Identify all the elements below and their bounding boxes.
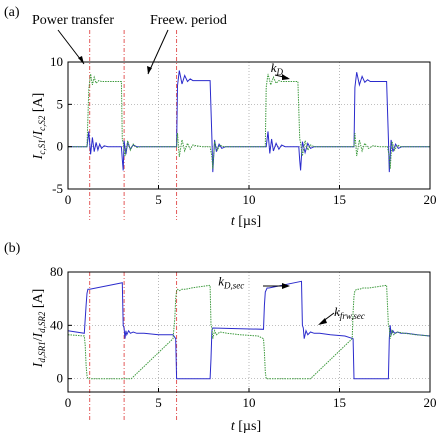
- x-tick-label: 5: [155, 192, 162, 207]
- x-tick-label: 20: [424, 192, 437, 207]
- y-tick-label: 0: [57, 371, 64, 386]
- mark-label-sub: frw,sec: [340, 311, 365, 321]
- series-line-0: [68, 70, 430, 173]
- y-tick-label: 10: [50, 54, 63, 69]
- mark-label-main: k: [271, 60, 277, 75]
- phase-markers-b: [89, 272, 178, 420]
- kd-arrowhead: [282, 74, 290, 80]
- mark-label-main: k: [334, 304, 340, 319]
- y-tick-label: 5: [57, 96, 64, 111]
- y-ticks-b: 0 40 80: [50, 264, 72, 386]
- mark-label: kD,sec: [218, 273, 244, 290]
- series-group-a: [68, 70, 430, 173]
- series-line-1: [68, 73, 430, 169]
- x-tick-label: 0: [65, 395, 72, 410]
- freewheel-arrowhead: [147, 66, 152, 74]
- grid-b: [68, 272, 430, 392]
- y-axis-label-a: Ic,S1/Ic,S2 [A]: [31, 93, 47, 161]
- panel-label-b: (b): [4, 241, 21, 256]
- freewheel-period-annotation: Freew. period: [150, 13, 227, 28]
- x-tick-label: 20: [424, 395, 437, 410]
- y-tick-label: 40: [50, 317, 63, 332]
- mark-label-sub: D: [276, 67, 284, 77]
- mark-label-main: k: [218, 273, 224, 288]
- y-tick-label: 0: [57, 139, 64, 154]
- panel-label-a: (a): [4, 5, 20, 20]
- kfrw-arrowhead: [318, 318, 327, 325]
- power-transfer-annotation: Power transfer: [32, 13, 114, 28]
- mark-label-sub: D,sec: [223, 280, 244, 290]
- series-line-0: [67, 280, 431, 380]
- series-line-1: [67, 284, 431, 380]
- phase-markers-a: [89, 30, 178, 220]
- y-tick-label: 80: [50, 264, 63, 279]
- x-ticks-a: 0 5 10 15 20: [65, 185, 437, 207]
- mark-label: kfrw,sec: [334, 304, 365, 321]
- x-tick-label: 15: [333, 395, 346, 410]
- kdsec-arrowhead: [282, 283, 290, 289]
- y-ticks-a: -5 0 5 10: [50, 54, 72, 196]
- mark-label: kD: [271, 60, 284, 77]
- x-tick-label: 10: [243, 395, 256, 410]
- y-axis-label-b: Id,SR1/Id,SR2 [A]: [31, 289, 47, 369]
- x-tick-label: 0: [65, 192, 72, 207]
- y-tick-label: -5: [52, 181, 63, 196]
- freewheel-arrow: [147, 29, 169, 75]
- x-tick-label: 10: [243, 192, 256, 207]
- x-axis-label-a: t [µs]: [231, 214, 261, 229]
- series-group-b: [67, 280, 431, 380]
- mark-labels-a: kD: [271, 60, 290, 80]
- x-tick-label: 5: [155, 395, 162, 410]
- x-axis-label-b: t [µs]: [231, 419, 261, 434]
- x-tick-label: 15: [333, 192, 346, 207]
- x-ticks-b: 0 5 10 15 20: [65, 388, 437, 410]
